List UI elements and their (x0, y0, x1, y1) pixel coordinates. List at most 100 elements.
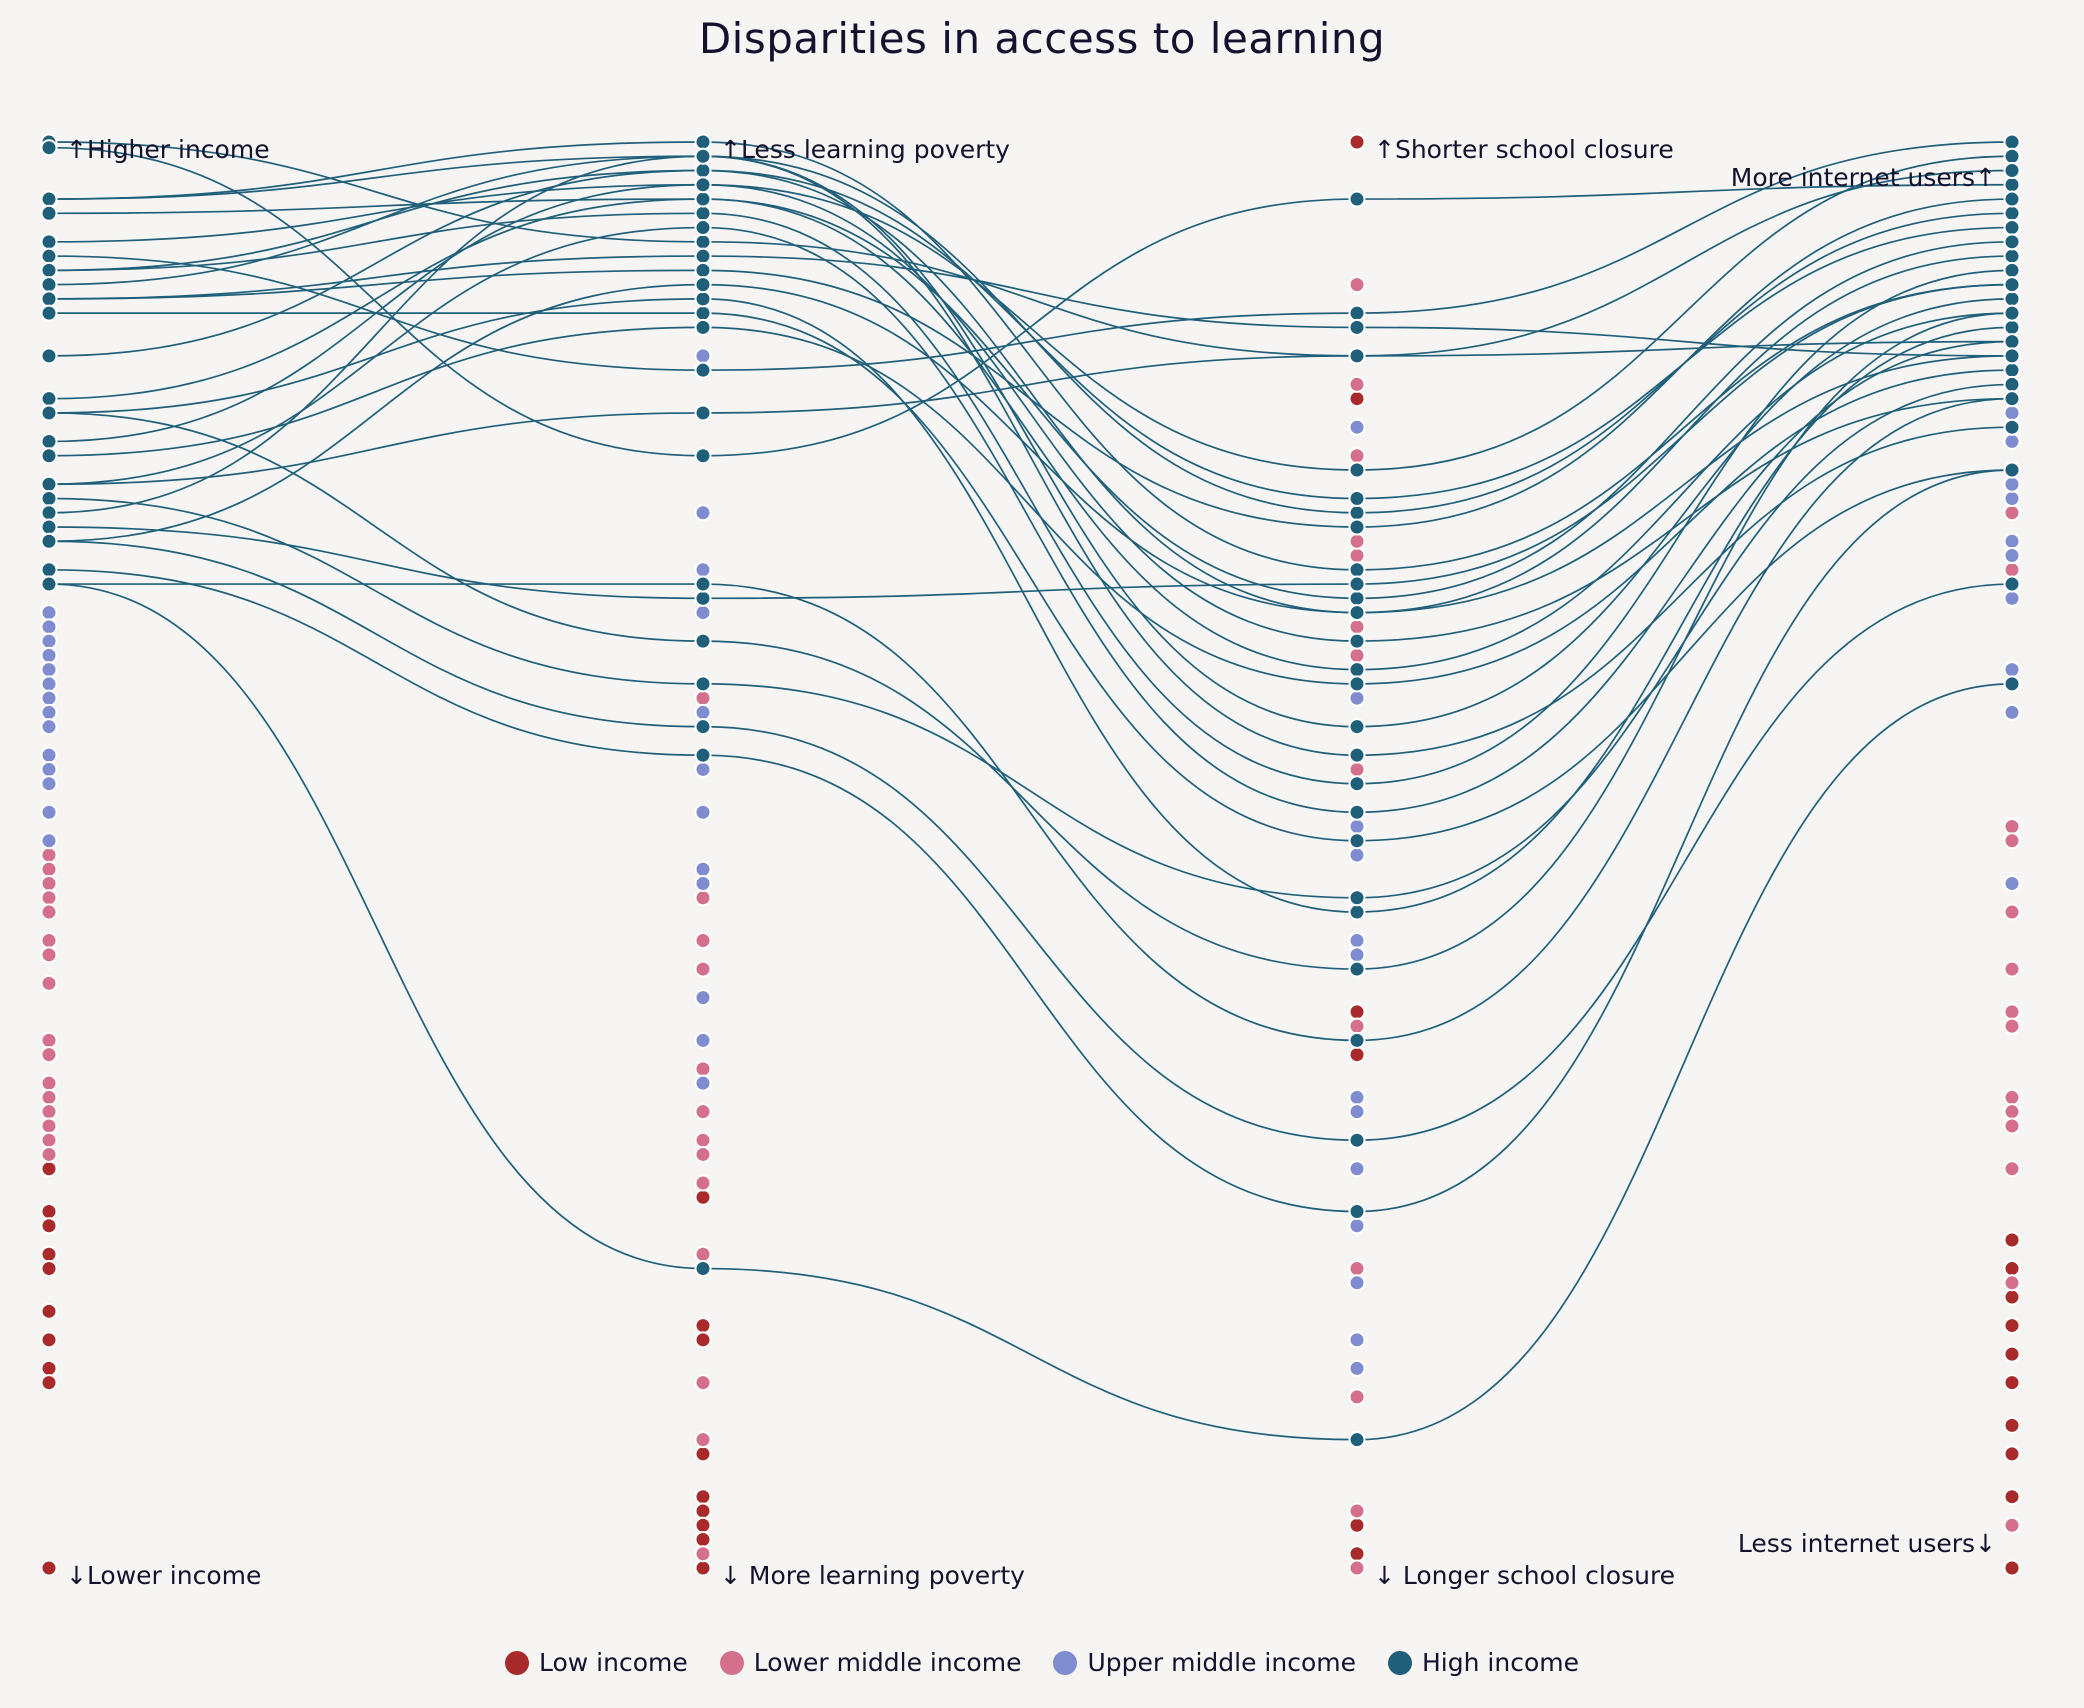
data-point[interactable] (1348, 1274, 1366, 1292)
data-point[interactable] (694, 589, 712, 607)
data-point[interactable] (694, 133, 712, 151)
data-point[interactable] (694, 1530, 712, 1548)
data-point[interactable] (1348, 746, 1366, 764)
data-point[interactable] (40, 575, 58, 593)
data-point[interactable] (1348, 304, 1366, 322)
data-point[interactable] (694, 632, 712, 650)
data-point[interactable] (1348, 661, 1366, 679)
data-point[interactable] (40, 1559, 58, 1577)
data-point[interactable] (694, 190, 712, 208)
data-point[interactable] (1348, 775, 1366, 793)
data-point[interactable] (694, 1074, 712, 1092)
data-point[interactable] (694, 304, 712, 322)
data-point[interactable] (1348, 276, 1366, 294)
data-point[interactable] (40, 261, 58, 279)
data-point[interactable] (2003, 1488, 2021, 1506)
legend-item-lower-middle-income[interactable]: Lower middle income (719, 1648, 1021, 1677)
data-point[interactable] (694, 1245, 712, 1263)
data-point[interactable] (694, 1060, 712, 1078)
data-point[interactable] (2003, 1416, 2021, 1434)
data-point[interactable] (1348, 504, 1366, 522)
data-point[interactable] (40, 233, 58, 251)
data-point[interactable] (40, 946, 58, 964)
data-point[interactable] (694, 247, 712, 265)
data-point[interactable] (40, 675, 58, 693)
data-point[interactable] (2003, 375, 2021, 393)
data-point[interactable] (694, 276, 712, 294)
data-point[interactable] (1348, 1388, 1366, 1406)
data-point[interactable] (40, 1131, 58, 1149)
data-point[interactable] (40, 760, 58, 778)
data-point[interactable] (2003, 290, 2021, 308)
data-point[interactable] (2003, 1516, 2021, 1534)
data-point[interactable] (694, 932, 712, 950)
data-point[interactable] (2003, 703, 2021, 721)
data-point[interactable] (2003, 432, 2021, 450)
data-point[interactable] (1348, 318, 1366, 336)
data-point[interactable] (40, 490, 58, 507)
data-point[interactable] (40, 1088, 58, 1106)
data-point[interactable] (2003, 133, 2021, 151)
data-point[interactable] (2003, 147, 2021, 165)
data-point[interactable] (694, 1174, 712, 1192)
data-point[interactable] (40, 1374, 58, 1392)
data-point[interactable] (40, 932, 58, 950)
data-point[interactable] (2003, 418, 2021, 436)
data-point[interactable] (40, 1103, 58, 1121)
data-point[interactable] (40, 1331, 58, 1349)
data-point[interactable] (2003, 404, 2021, 422)
data-point[interactable] (1348, 604, 1366, 622)
data-point[interactable] (694, 1103, 712, 1121)
data-point[interactable] (40, 632, 58, 650)
data-point[interactable] (1348, 832, 1366, 850)
data-point[interactable] (694, 404, 712, 422)
data-point[interactable] (2003, 1274, 2021, 1292)
data-point[interactable] (694, 561, 712, 579)
data-point[interactable] (694, 290, 712, 308)
data-point[interactable] (694, 960, 712, 978)
data-point[interactable] (40, 304, 58, 322)
data-point[interactable] (40, 703, 58, 721)
data-point[interactable] (1348, 646, 1366, 664)
data-point[interactable] (694, 233, 712, 251)
data-point[interactable] (2003, 333, 2021, 351)
data-point[interactable] (1348, 803, 1366, 821)
data-point[interactable] (40, 390, 58, 408)
data-point[interactable] (40, 561, 58, 579)
data-point[interactable] (1348, 1031, 1366, 1049)
legend-item-high-income[interactable]: High income (1388, 1648, 1579, 1677)
data-point[interactable] (40, 190, 58, 208)
data-point[interactable] (1348, 1160, 1366, 1178)
data-point[interactable] (2003, 204, 2021, 222)
data-point[interactable] (40, 1302, 58, 1320)
data-point[interactable] (694, 1559, 712, 1577)
data-point[interactable] (694, 1145, 712, 1163)
data-point[interactable] (694, 1431, 712, 1449)
data-point[interactable] (40, 646, 58, 664)
data-point[interactable] (694, 447, 712, 465)
data-point[interactable] (1348, 347, 1366, 365)
data-point[interactable] (40, 803, 58, 821)
data-point[interactable] (1348, 889, 1366, 907)
data-point[interactable] (694, 989, 712, 1007)
data-point[interactable] (694, 176, 712, 194)
data-point[interactable] (1348, 618, 1366, 636)
data-point[interactable] (1348, 1046, 1366, 1064)
data-point[interactable] (2003, 1003, 2021, 1021)
data-point[interactable] (1348, 1103, 1366, 1121)
data-point[interactable] (694, 1031, 712, 1049)
data-point[interactable] (40, 276, 58, 294)
data-point[interactable] (2003, 832, 2021, 850)
data-point[interactable] (1348, 760, 1366, 778)
data-point[interactable] (694, 504, 712, 522)
data-point[interactable] (2003, 960, 2021, 978)
data-point[interactable] (1348, 946, 1366, 964)
data-point[interactable] (2003, 162, 2021, 180)
data-point[interactable] (2003, 276, 2021, 294)
data-point[interactable] (40, 1217, 58, 1235)
data-point[interactable] (694, 703, 712, 721)
data-point[interactable] (40, 1145, 58, 1163)
data-point[interactable] (1348, 490, 1366, 507)
data-point[interactable] (1348, 903, 1366, 921)
data-point[interactable] (40, 1260, 58, 1278)
